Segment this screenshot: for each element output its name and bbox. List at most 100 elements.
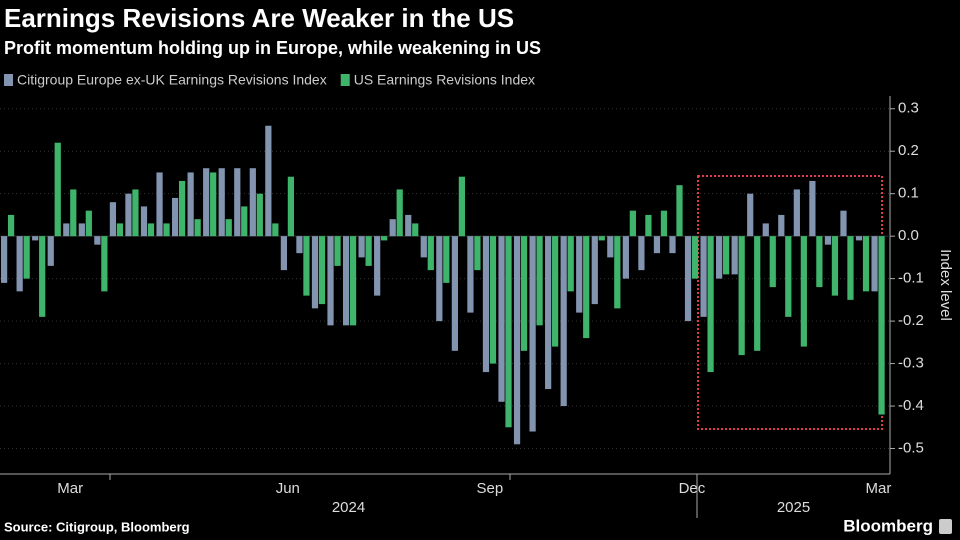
- bar: [754, 236, 761, 351]
- x-tick-label: Sep: [477, 480, 504, 497]
- bar: [334, 236, 341, 266]
- bar: [311, 236, 319, 309]
- bar: [878, 236, 885, 415]
- bar: [234, 168, 241, 237]
- bar: [545, 236, 552, 390]
- brand-icon: [939, 519, 952, 534]
- bar: [847, 236, 854, 300]
- bar: [365, 236, 372, 266]
- y-tick-label: 0.3: [898, 100, 919, 117]
- bar: [318, 236, 326, 305]
- chart-title: Earnings Revisions Are Weaker in the US: [4, 3, 514, 33]
- bar: [296, 236, 303, 254]
- bar: [716, 236, 723, 279]
- bar: [396, 189, 403, 237]
- bar: [374, 236, 381, 296]
- bar: [178, 180, 186, 237]
- y-tick-label: -0.3: [898, 355, 924, 372]
- bar: [660, 210, 668, 237]
- bar: [389, 219, 396, 237]
- year-label: 2024: [332, 499, 365, 516]
- bar: [723, 236, 730, 275]
- bar: [54, 142, 61, 237]
- bar: [762, 223, 769, 237]
- bar: [669, 236, 676, 254]
- bar: [280, 236, 288, 271]
- bar: [187, 172, 194, 237]
- bar: [505, 236, 512, 428]
- bar: [520, 236, 528, 351]
- y-tick-label: -0.2: [898, 312, 924, 329]
- bar: [203, 168, 210, 237]
- bar: [32, 236, 39, 241]
- bar: [691, 236, 699, 279]
- bar: [676, 185, 683, 237]
- bar: [809, 180, 816, 237]
- bar: [769, 236, 776, 288]
- bar: [840, 210, 847, 237]
- bar: [598, 236, 605, 241]
- bar: [638, 236, 645, 271]
- bar: [420, 236, 427, 258]
- bar: [700, 236, 707, 317]
- bar: [225, 219, 232, 237]
- bar: [427, 236, 434, 271]
- y-tick-label: -0.1: [898, 270, 924, 287]
- bar: [567, 236, 574, 292]
- bar: [147, 223, 155, 237]
- bar: [272, 223, 279, 237]
- bar: [39, 236, 46, 317]
- bar: [116, 223, 124, 237]
- source: Source: Citigroup, Bloomberg: [4, 519, 190, 534]
- bar: [358, 236, 365, 258]
- bar: [132, 189, 139, 237]
- bar: [23, 236, 30, 279]
- x-tick-label: Dec: [679, 480, 706, 497]
- y-tick-label: 0.1: [898, 185, 919, 202]
- bar: [16, 236, 23, 292]
- bar: [467, 236, 474, 313]
- legend-label: Citigroup Europe ex-UK Earnings Revision…: [17, 72, 327, 88]
- bar: [94, 236, 101, 245]
- bar: [156, 172, 163, 237]
- brand: Bloomberg: [843, 516, 933, 535]
- bar: [482, 236, 490, 373]
- bar: [63, 223, 70, 237]
- bar: [210, 172, 217, 237]
- bar: [47, 236, 54, 266]
- x-tick-label: Mar: [866, 480, 892, 497]
- bar: [171, 197, 179, 237]
- x-tick-label: Jun: [276, 480, 300, 497]
- bar: [855, 236, 863, 241]
- bar: [85, 210, 92, 237]
- bar: [256, 193, 263, 237]
- bar: [862, 236, 870, 292]
- chart-subtitle: Profit momentum holding up in Europe, wh…: [4, 38, 541, 58]
- bar: [125, 193, 132, 237]
- bar: [731, 236, 738, 275]
- bar: [800, 236, 807, 347]
- bar: [412, 223, 419, 237]
- bar: [451, 236, 458, 351]
- bar: [287, 176, 295, 237]
- bar: [629, 210, 636, 237]
- bar: [349, 236, 357, 326]
- bar: [684, 236, 692, 322]
- y-tick-label: 0.2: [898, 142, 919, 159]
- bar: [241, 206, 248, 237]
- bar: [576, 236, 583, 313]
- bar: [1, 236, 8, 283]
- bar: [591, 236, 598, 305]
- bar: [474, 236, 481, 271]
- bar: [645, 214, 652, 237]
- bar: [816, 236, 823, 288]
- bar: [536, 236, 543, 326]
- bar: [101, 236, 108, 292]
- y-tick-label: -0.5: [898, 439, 924, 456]
- bar: [607, 236, 614, 258]
- bar: [436, 236, 443, 322]
- bar: [498, 236, 505, 402]
- bar: [78, 223, 85, 237]
- bar: [778, 214, 785, 237]
